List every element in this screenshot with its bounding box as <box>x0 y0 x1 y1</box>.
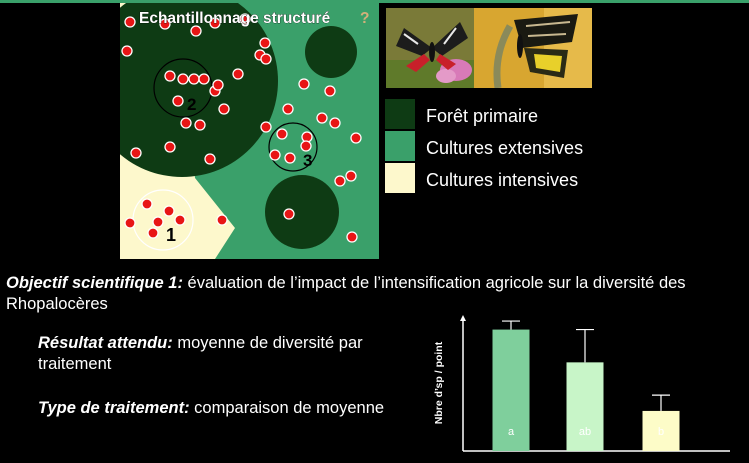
treatment-text: comparaison de moyenne <box>189 399 385 417</box>
sample-point <box>216 214 228 226</box>
sample-point <box>239 13 251 25</box>
sample-point <box>329 117 341 129</box>
butterfly-photo-1 <box>386 8 474 88</box>
sample-point <box>188 73 200 85</box>
y-axis-arrow <box>460 315 466 321</box>
legend-label-intensive: Cultures intensives <box>426 170 579 190</box>
objective-paragraph: Objectif scientifique 1: évaluation de l… <box>6 273 741 315</box>
y-axis-label: Nbre d’sp / point <box>433 341 445 424</box>
sample-point <box>209 17 221 29</box>
legend-item-extensive: Cultures extensives <box>385 131 625 161</box>
sample-point <box>212 79 224 91</box>
result-text: moyenne de diversité par traitement <box>38 334 363 373</box>
sample-point <box>194 119 206 131</box>
sample-point <box>177 73 189 85</box>
sample-point <box>163 205 175 217</box>
sample-point <box>124 217 136 229</box>
sample-point <box>284 152 296 164</box>
sample-zone-3 <box>268 122 318 172</box>
legend-swatch-forest <box>385 99 415 129</box>
bar-ab <box>566 362 604 451</box>
zone-label-3: 3 <box>303 151 312 170</box>
expected-result: Résultat attendu: moyenne de diversité p… <box>38 333 408 375</box>
forest-patch-bottom <box>265 175 339 249</box>
sample-point <box>164 141 176 153</box>
sample-point <box>172 95 184 107</box>
sample-point <box>141 198 153 210</box>
sample-point <box>190 25 202 37</box>
sample-point <box>334 175 346 187</box>
sample-point <box>159 18 171 30</box>
sample-point <box>324 85 336 97</box>
sample-point <box>260 121 272 133</box>
sample-point <box>232 68 244 80</box>
sample-point <box>346 231 358 243</box>
result-label: Résultat attendu: <box>38 334 173 352</box>
sample-point <box>276 128 288 140</box>
sample-point <box>282 103 294 115</box>
sample-point <box>180 117 192 129</box>
map-title-suffix: ? <box>360 10 369 27</box>
bar-label-ab: ab <box>579 426 591 438</box>
bar-label-b: b <box>658 426 664 438</box>
sample-point <box>269 149 281 161</box>
sample-point <box>121 45 133 57</box>
legend-swatch-intensive <box>385 163 415 193</box>
legend-swatch-extensive <box>385 131 415 161</box>
sample-point <box>298 78 310 90</box>
sample-point <box>316 112 328 124</box>
treatment-label: Type de traitement: <box>38 399 190 417</box>
sample-point <box>345 170 357 182</box>
sampling-map: Echantillonnage structuré ? 2 3 1 <box>120 3 379 259</box>
top-rule <box>0 0 749 3</box>
sample-point <box>218 103 230 115</box>
bar-label-a: a <box>508 426 515 438</box>
sample-point <box>283 208 295 220</box>
sample-point <box>204 153 216 165</box>
sample-point <box>147 227 159 239</box>
zone-label-2: 2 <box>187 95 196 114</box>
sampling-points <box>121 13 362 243</box>
bar-b <box>642 410 680 451</box>
sample-point <box>198 73 210 85</box>
map-title: Echantillonnage structuré <box>139 10 331 27</box>
objective-text: évaluation de l’impact de l’intensificat… <box>6 274 686 313</box>
objective-label: Objectif scientifique 1: <box>6 274 183 292</box>
sample-point <box>174 214 186 226</box>
legend-item-primary-forest: Forêt primaire <box>385 99 625 129</box>
sample-point <box>259 37 271 49</box>
zone-label-1: 1 <box>166 225 176 245</box>
bar-a <box>492 329 530 451</box>
legend-label-extensive: Cultures extensives <box>426 138 584 158</box>
sample-point <box>260 53 272 65</box>
legend-item-intensive: Cultures intensives <box>385 163 625 193</box>
sample-point <box>300 140 312 152</box>
forest-patch-large <box>120 3 278 177</box>
butterfly-photo-2 <box>474 8 592 88</box>
sample-point <box>130 147 142 159</box>
legend-label-forest: Forêt primaire <box>426 106 539 126</box>
sample-point <box>164 70 176 82</box>
sample-point <box>350 132 362 144</box>
diversity-bar-chart: Nbre d’sp / point a ab b <box>433 315 730 452</box>
sample-point <box>152 216 164 228</box>
sample-point <box>124 16 136 28</box>
treatment-type: Type de traitement: comparaison de moyen… <box>38 398 408 419</box>
forest-patch-right <box>305 26 357 78</box>
